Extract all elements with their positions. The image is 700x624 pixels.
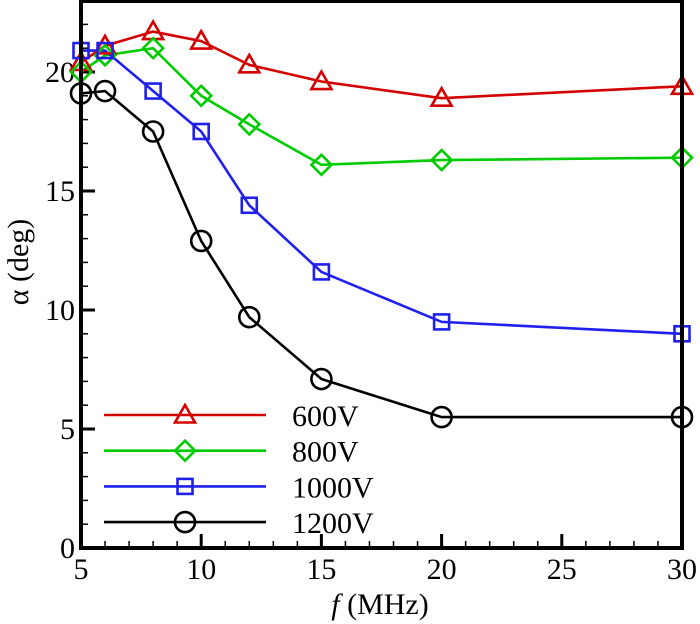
y-tick-label: 5 xyxy=(60,413,75,446)
x-tick-label: 5 xyxy=(74,553,89,586)
data-point-800V xyxy=(309,152,334,177)
data-point-600V xyxy=(429,85,454,107)
x-tick-label: 15 xyxy=(306,553,336,586)
data-point-600V xyxy=(237,52,262,74)
x-axis-label-symbol: f xyxy=(331,588,343,621)
data-point-1200V xyxy=(237,305,261,329)
y-tick-label: 10 xyxy=(45,294,75,327)
data-point-1000V xyxy=(240,196,259,215)
data-point-800V xyxy=(189,83,214,108)
data-point-1000V xyxy=(432,313,451,331)
data-point-800V xyxy=(237,112,262,137)
series-line-1200V xyxy=(80,89,682,419)
legend-item-1000V: 1000V xyxy=(104,471,374,504)
x-axis-label: f (MHz) xyxy=(331,588,428,621)
legend-label: 600V xyxy=(292,400,359,433)
data-point-600V xyxy=(92,33,118,55)
legend-item-600V: 600V xyxy=(104,400,359,433)
data-point-1000V xyxy=(192,122,210,141)
x-tick-label: 10 xyxy=(186,553,216,586)
minor-ticks xyxy=(81,0,659,548)
data-point-1200V xyxy=(93,79,117,103)
legend-marker-diamond-icon xyxy=(173,438,197,463)
x-axis-label-unit: (MHz) xyxy=(347,588,429,621)
y-tick-label: 0 xyxy=(60,532,75,565)
data-point-1200V xyxy=(141,120,165,143)
legend-item-1200V: 1200V xyxy=(104,507,374,540)
data-point-1200V xyxy=(189,229,213,253)
series-line-1000V xyxy=(81,49,683,336)
y-tick-label: 15 xyxy=(45,175,75,208)
series-lines xyxy=(80,30,683,419)
major-ticks xyxy=(79,70,684,550)
y-axis-label: α (deg) xyxy=(2,219,35,306)
x-tick-label: 20 xyxy=(427,553,457,586)
data-point-1000V xyxy=(96,41,114,60)
legend-marker-circle-icon xyxy=(173,510,197,534)
legend-marker-square-icon xyxy=(176,477,194,496)
data-point-1000V xyxy=(144,82,162,100)
legend-marker-triangle-icon xyxy=(172,402,198,424)
data-point-800V xyxy=(141,36,165,61)
legend-label: 1000V xyxy=(292,471,374,504)
x-tick-label: 30 xyxy=(667,553,697,586)
data-point-1200V xyxy=(310,367,333,391)
data-point-1200V xyxy=(430,405,453,429)
legend-label: 1200V xyxy=(292,507,374,540)
series-markers xyxy=(68,18,695,429)
plot-frame xyxy=(79,0,684,550)
x-tick-label: 25 xyxy=(547,553,577,586)
data-point-600V xyxy=(188,28,214,50)
data-point-800V xyxy=(429,148,454,172)
data-point-600V xyxy=(309,68,334,91)
data-point-1000V xyxy=(312,263,331,281)
legend-label: 800V xyxy=(292,436,359,469)
legend-item-800V: 800V xyxy=(104,436,359,469)
